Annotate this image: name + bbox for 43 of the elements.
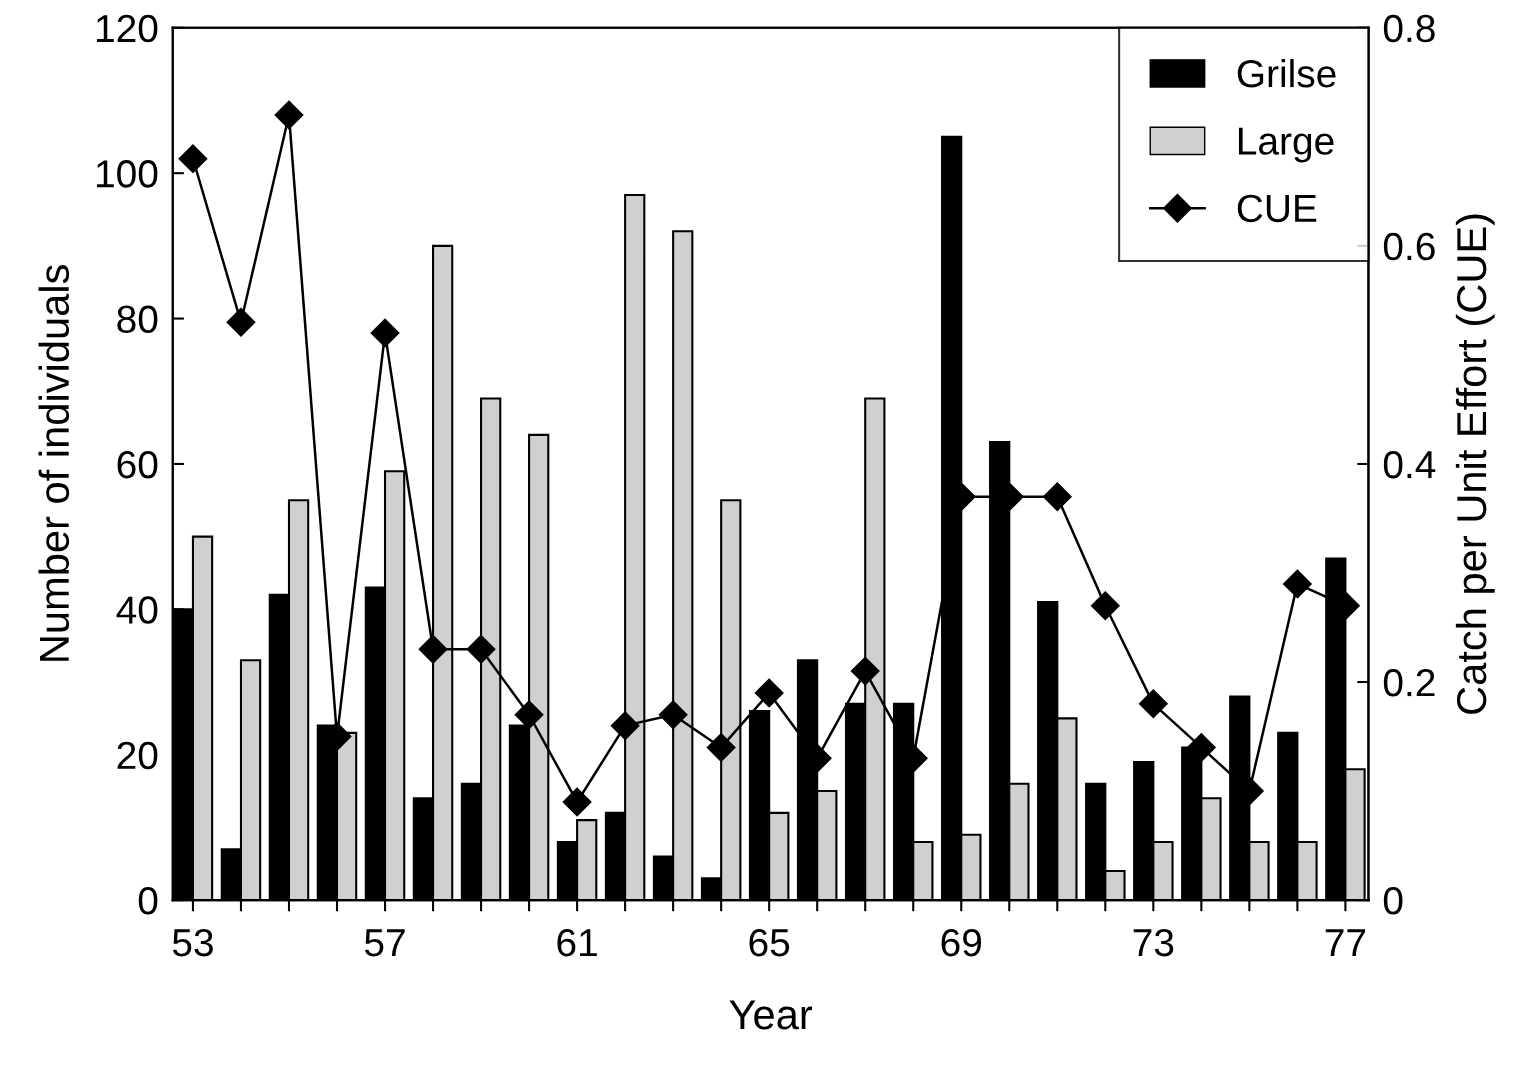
y-tick-label: 60 <box>117 450 158 479</box>
point <box>1090 591 1120 621</box>
point <box>418 634 448 664</box>
point <box>658 700 688 730</box>
y2-tick-label: 0.6 <box>1383 232 1435 261</box>
point <box>178 144 208 174</box>
point <box>274 100 304 130</box>
y2-tick-label: 0.4 <box>1383 450 1436 479</box>
y-tick-label: 120 <box>96 14 158 43</box>
point <box>754 678 784 708</box>
y-tick-label: 80 <box>117 305 158 334</box>
x-tick-label: 61 <box>557 928 597 957</box>
point <box>706 733 736 762</box>
x-tick-label: 65 <box>749 928 790 957</box>
legend-label: Large <box>1238 127 1334 163</box>
x-tick-label: 73 <box>1133 928 1174 957</box>
y-axis-title: Number of individuals <box>38 265 70 661</box>
y-tick-label: 100 <box>96 160 158 188</box>
point <box>226 307 256 337</box>
point <box>1042 482 1072 512</box>
point <box>850 656 880 686</box>
point <box>1186 733 1216 762</box>
point <box>610 711 640 741</box>
point <box>1282 569 1312 599</box>
x-tick-label: 77 <box>1325 929 1366 957</box>
y2-tick-label: 0.2 <box>1383 668 1435 697</box>
y2-tick-label: 0.8 <box>1383 14 1435 43</box>
y-tick-label: 20 <box>117 741 158 770</box>
legend-label: CUE <box>1237 194 1317 223</box>
x-axis-title: Year <box>729 1000 813 1030</box>
y2-axis-title: Catch per Unit Effort (CUE) <box>1455 214 1495 714</box>
legend-label: Grilse <box>1237 58 1336 88</box>
point <box>1138 689 1168 719</box>
x-tick-label: 57 <box>364 929 405 957</box>
point <box>562 787 592 817</box>
y-tick-label: 40 <box>116 596 158 624</box>
y-tick-label: 0 <box>138 887 158 915</box>
x-tick-label: 53 <box>172 928 213 957</box>
y2-tick-label: 0 <box>1383 887 1403 915</box>
point <box>370 318 400 348</box>
x-tick-label: 69 <box>941 928 982 957</box>
point <box>466 634 496 664</box>
point <box>514 700 544 730</box>
